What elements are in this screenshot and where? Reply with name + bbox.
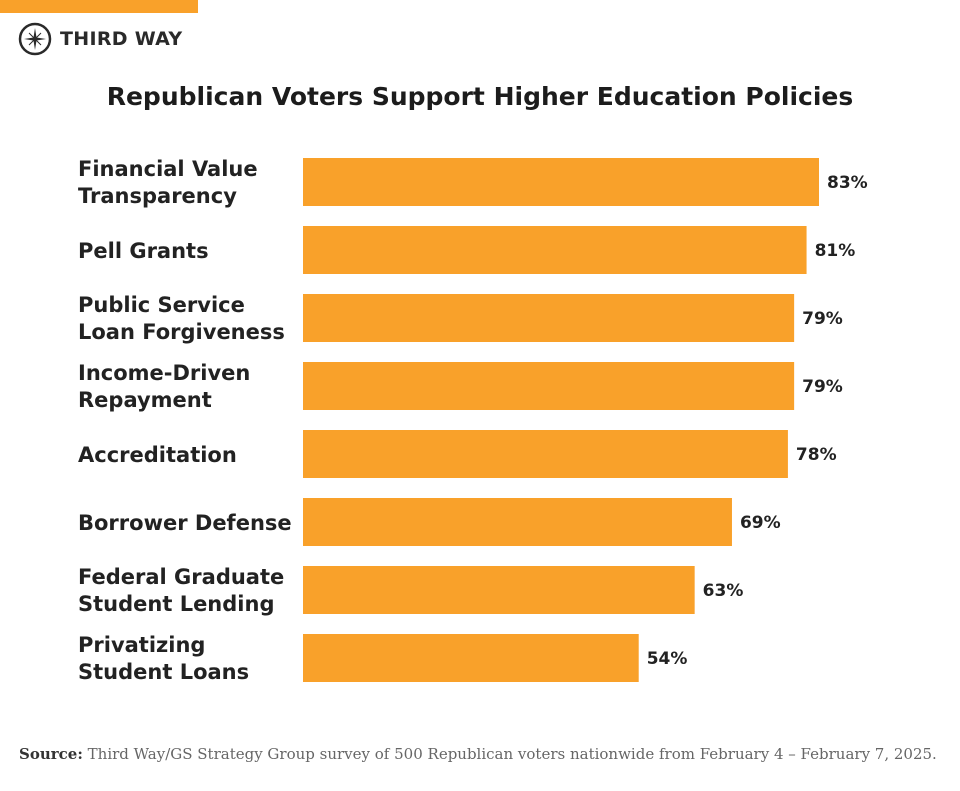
category-label: Income-Driven Repayment: [78, 361, 250, 412]
data-label: 79%: [802, 309, 843, 329]
category-label: Accreditation: [78, 443, 237, 467]
category-label: Federal Graduate Student Lending: [78, 565, 284, 616]
bar: [303, 158, 819, 206]
chart-title: Republican Voters Support Higher Educati…: [106, 82, 854, 111]
logo: THIRD WAY: [18, 22, 182, 56]
data-label: 79%: [802, 377, 843, 397]
bar: [303, 498, 732, 546]
bar: [303, 634, 639, 682]
source-label: Source:: [19, 745, 83, 763]
bar: [303, 566, 695, 614]
category-label: Pell Grants: [78, 239, 209, 263]
bar: [303, 226, 807, 274]
data-label: 69%: [740, 513, 781, 533]
accent-bar: [0, 0, 198, 13]
source-text: Third Way/GS Strategy Group survey of 50…: [87, 745, 937, 763]
brand-name: THIRD WAY: [60, 28, 183, 50]
category-label: Privatizing Student Loans: [78, 633, 249, 684]
category-label: Borrower Defense: [78, 511, 292, 535]
compass-icon: [18, 22, 52, 56]
category-label: Financial Value Transparency: [78, 157, 258, 208]
bar: [303, 362, 795, 410]
bar: [303, 430, 788, 478]
data-label: 78%: [796, 445, 837, 465]
source-note: Source: Third Way/GS Strategy Group surv…: [19, 745, 937, 763]
data-label: 63%: [703, 581, 744, 601]
data-label: 54%: [647, 649, 688, 669]
category-label: Public Service Loan Forgiveness: [78, 293, 285, 344]
bar: [303, 294, 795, 342]
data-label: 81%: [815, 241, 856, 261]
data-label: 83%: [827, 173, 868, 193]
